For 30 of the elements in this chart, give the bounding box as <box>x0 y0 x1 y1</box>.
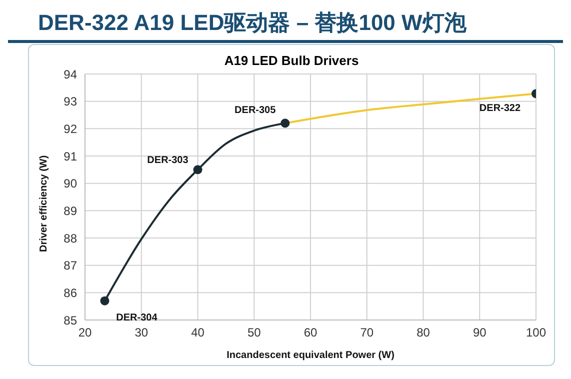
y-tick-label: 88 <box>64 231 78 246</box>
y-axis-title: Driver efficiency (W) <box>38 155 50 252</box>
y-tick-label: 89 <box>64 204 78 218</box>
annotation: DER-305 <box>234 104 276 116</box>
y-tick-label: 86 <box>64 286 78 300</box>
y-tick-label: 91 <box>64 149 78 164</box>
x-tick-label: 20 <box>78 326 92 340</box>
x-tick-label: 60 <box>304 326 318 340</box>
y-tick-label: 87 <box>64 258 78 273</box>
y-tick-label: 93 <box>64 94 78 109</box>
x-tick-label: 80 <box>416 326 430 340</box>
y-tick-label: 92 <box>64 122 78 136</box>
y-tick-label: 85 <box>64 313 78 328</box>
x-tick-label: 50 <box>247 326 262 340</box>
y-tick-label: 90 <box>64 176 78 191</box>
chart-subtitle: A19 LED Bulb Drivers <box>223 53 360 68</box>
x-tick-label: 70 <box>360 326 374 340</box>
x-tick-label: 30 <box>134 326 148 340</box>
point <box>193 165 202 174</box>
x-tick-label: 100 <box>526 326 546 340</box>
annotation: DER-304 <box>116 312 158 324</box>
point <box>100 296 110 306</box>
annotation: DER-322 <box>479 103 521 114</box>
point <box>280 118 290 128</box>
x-axis-title: Incandescent equivalent Power (W) <box>226 350 394 361</box>
chart-title: DER-322 A19 LED驱动器 – 替换100 W灯泡 <box>8 8 563 43</box>
x-tick-label: 40 <box>191 326 205 340</box>
annotation: DER-303 <box>147 155 189 166</box>
x-tick-label: 90 <box>472 326 487 340</box>
y-tick-label: 94 <box>64 67 78 82</box>
